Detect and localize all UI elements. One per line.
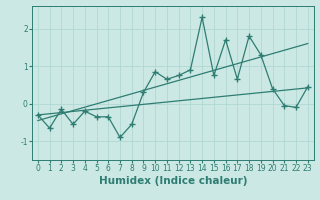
X-axis label: Humidex (Indice chaleur): Humidex (Indice chaleur) bbox=[99, 176, 247, 186]
